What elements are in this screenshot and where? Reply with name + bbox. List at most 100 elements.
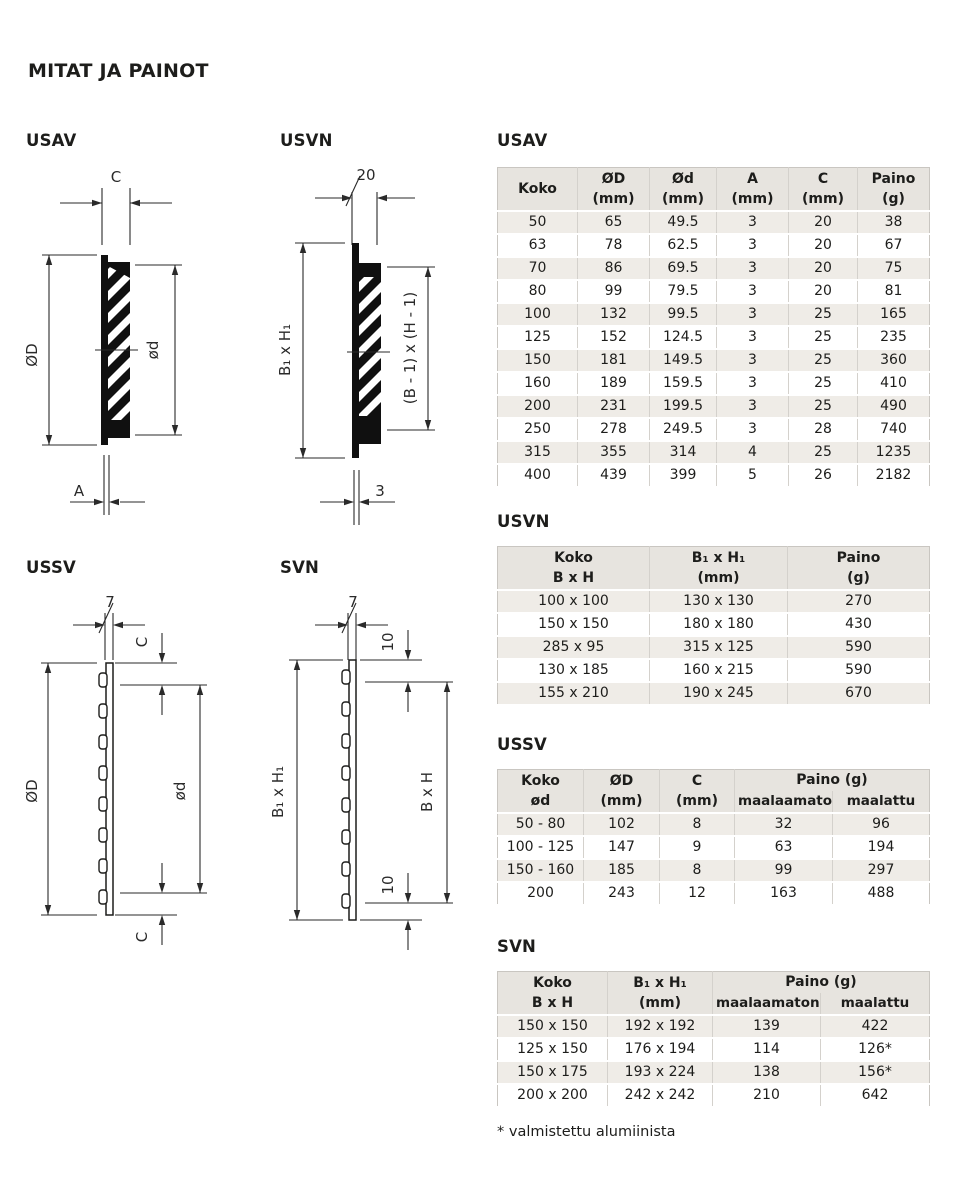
table-cell: 3 xyxy=(716,418,789,442)
table-cell: 100 xyxy=(497,303,578,327)
table-cell: 99.5 xyxy=(649,303,717,327)
table-cell: 430 xyxy=(787,613,930,637)
table-cell: 147 xyxy=(583,836,660,860)
table-cell: 81 xyxy=(857,280,930,304)
svn-diagram-svg: 7 10 B₁ x H₁ B x H xyxy=(269,593,453,950)
col-header-maalattu: maalattu xyxy=(820,993,930,1016)
svn-diagram: 7 10 B₁ x H₁ B x H xyxy=(265,585,490,970)
table-title-usvn: USVN xyxy=(497,512,550,531)
dim-label-od-inner: ød xyxy=(144,341,162,360)
table-cell: 3 xyxy=(716,211,789,235)
table-cell: 102 xyxy=(583,813,660,837)
col-header-c: C (mm) xyxy=(659,769,735,814)
col-header-koko: Koko B x H xyxy=(497,546,650,591)
table-cell: 20 xyxy=(788,257,858,281)
col-header-maalaamaton: maalaamaton xyxy=(734,791,833,814)
table-cell: 67 xyxy=(857,234,930,258)
table-cell: 155 x 210 xyxy=(497,682,650,706)
footnote: * valmistettu alumiinista xyxy=(497,1124,676,1140)
dim-label-c-top: C xyxy=(111,168,121,186)
table-cell: 25 xyxy=(788,303,858,327)
table-cell: 181 xyxy=(577,349,650,373)
table-cell: 160 x 215 xyxy=(649,659,788,683)
table-cell: 200 x 200 xyxy=(497,1084,608,1108)
table-cell: 32 xyxy=(734,813,833,837)
table-row: 125 152 124.5 3 25 235 xyxy=(497,326,930,350)
col-header-paino: Paino (g) xyxy=(734,769,930,791)
col-header-od: ØD (mm) xyxy=(583,769,660,814)
ussv-diagram: 7 C ØD ød xyxy=(23,585,250,970)
table-row: 150 x 150 192 x 192 139 422 xyxy=(497,1015,930,1039)
col-header-b1h1: B₁ x H₁ (mm) xyxy=(607,971,713,1016)
table-cell: 124.5 xyxy=(649,326,717,350)
table-cell: 176 x 194 xyxy=(607,1038,713,1062)
table-row: 155 x 210 190 x 245 670 xyxy=(497,682,930,706)
table-cell: 235 xyxy=(857,326,930,350)
table-cell: 410 xyxy=(857,372,930,396)
table-cell: 150 xyxy=(497,349,578,373)
col-header-paino: Paino (g) xyxy=(712,971,930,993)
table-row: 130 x 185 160 x 215 590 xyxy=(497,659,930,683)
table-row: 400 439 399 5 26 2182 xyxy=(497,464,930,488)
table-cell: 63 xyxy=(497,234,578,258)
table-cell: 25 xyxy=(788,349,858,373)
table-cell: 400 xyxy=(497,464,578,488)
table-cell: 8 xyxy=(659,813,735,837)
dim-label-od-inner: ød xyxy=(171,782,189,801)
table-cell: 5 xyxy=(716,464,789,488)
table-cell: 242 x 242 xyxy=(607,1084,713,1108)
col-header-maalaamaton: maalaamaton xyxy=(712,993,821,1016)
table-cell: 185 xyxy=(583,859,660,883)
table-cell: 163 xyxy=(734,882,833,906)
table-cell: 125 xyxy=(497,326,578,350)
table-cell: 315 xyxy=(497,441,578,465)
table-cell: 590 xyxy=(787,636,930,660)
table-cell: 99 xyxy=(734,859,833,883)
table-cell: 150 x 175 xyxy=(497,1061,608,1085)
table-cell: 355 xyxy=(577,441,650,465)
table-cell: 270 xyxy=(787,590,930,614)
table-cell: 114 xyxy=(712,1038,821,1062)
table-cell: 63 xyxy=(734,836,833,860)
usav-diagram: C ØD xyxy=(23,160,250,530)
table-cell: 3 xyxy=(716,234,789,258)
table-cell: 159.5 xyxy=(649,372,717,396)
table-cell: 210 xyxy=(712,1084,821,1108)
table-cell: 62.5 xyxy=(649,234,717,258)
table-row: 100 x 100 130 x 130 270 xyxy=(497,590,930,614)
dim-label-a: A xyxy=(74,482,85,500)
diagram-label-ussv: USSV xyxy=(26,558,76,577)
usvn-diagram-svg: 20 B₁ x H₁ xyxy=(276,166,435,525)
table-cell: 160 xyxy=(497,372,578,396)
table-cell: 20 xyxy=(788,280,858,304)
table-row: 50 65 49.5 3 20 38 xyxy=(497,211,930,235)
table-cell: 2182 xyxy=(857,464,930,488)
col-header-koko: Koko ød xyxy=(497,769,584,814)
table-cell: 642 xyxy=(820,1084,930,1108)
dim-label-c-bottom: C xyxy=(133,932,151,942)
table-cell: 152 xyxy=(577,326,650,350)
table-cell: 399 xyxy=(649,464,717,488)
dim-label-3: 3 xyxy=(375,482,385,500)
diagram-label-svn: SVN xyxy=(280,558,320,577)
table-cell: 243 xyxy=(583,882,660,906)
dim-label-7: 7 xyxy=(105,593,115,611)
table-cell: 192 x 192 xyxy=(607,1015,713,1039)
diagram-label-usvn: USVN xyxy=(280,131,333,150)
table-row: 150 181 149.5 3 25 360 xyxy=(497,349,930,373)
table-cell: 278 xyxy=(577,418,650,442)
table-cell: 75 xyxy=(857,257,930,281)
table-cell: 194 xyxy=(832,836,930,860)
table-cell: 422 xyxy=(820,1015,930,1039)
table-cell: 488 xyxy=(832,882,930,906)
usvn-diagram: 20 B₁ x H₁ xyxy=(265,160,490,530)
table-cell: 231 xyxy=(577,395,650,419)
table-cell: 4 xyxy=(716,441,789,465)
table-cell: 50 - 80 xyxy=(497,813,584,837)
table-row: 63 78 62.5 3 20 67 xyxy=(497,234,930,258)
table-row: 200 231 199.5 3 25 490 xyxy=(497,395,930,419)
table-row: 150 x 175 193 x 224 138 156* xyxy=(497,1061,930,1085)
table-cell: 249.5 xyxy=(649,418,717,442)
table-cell: 590 xyxy=(787,659,930,683)
